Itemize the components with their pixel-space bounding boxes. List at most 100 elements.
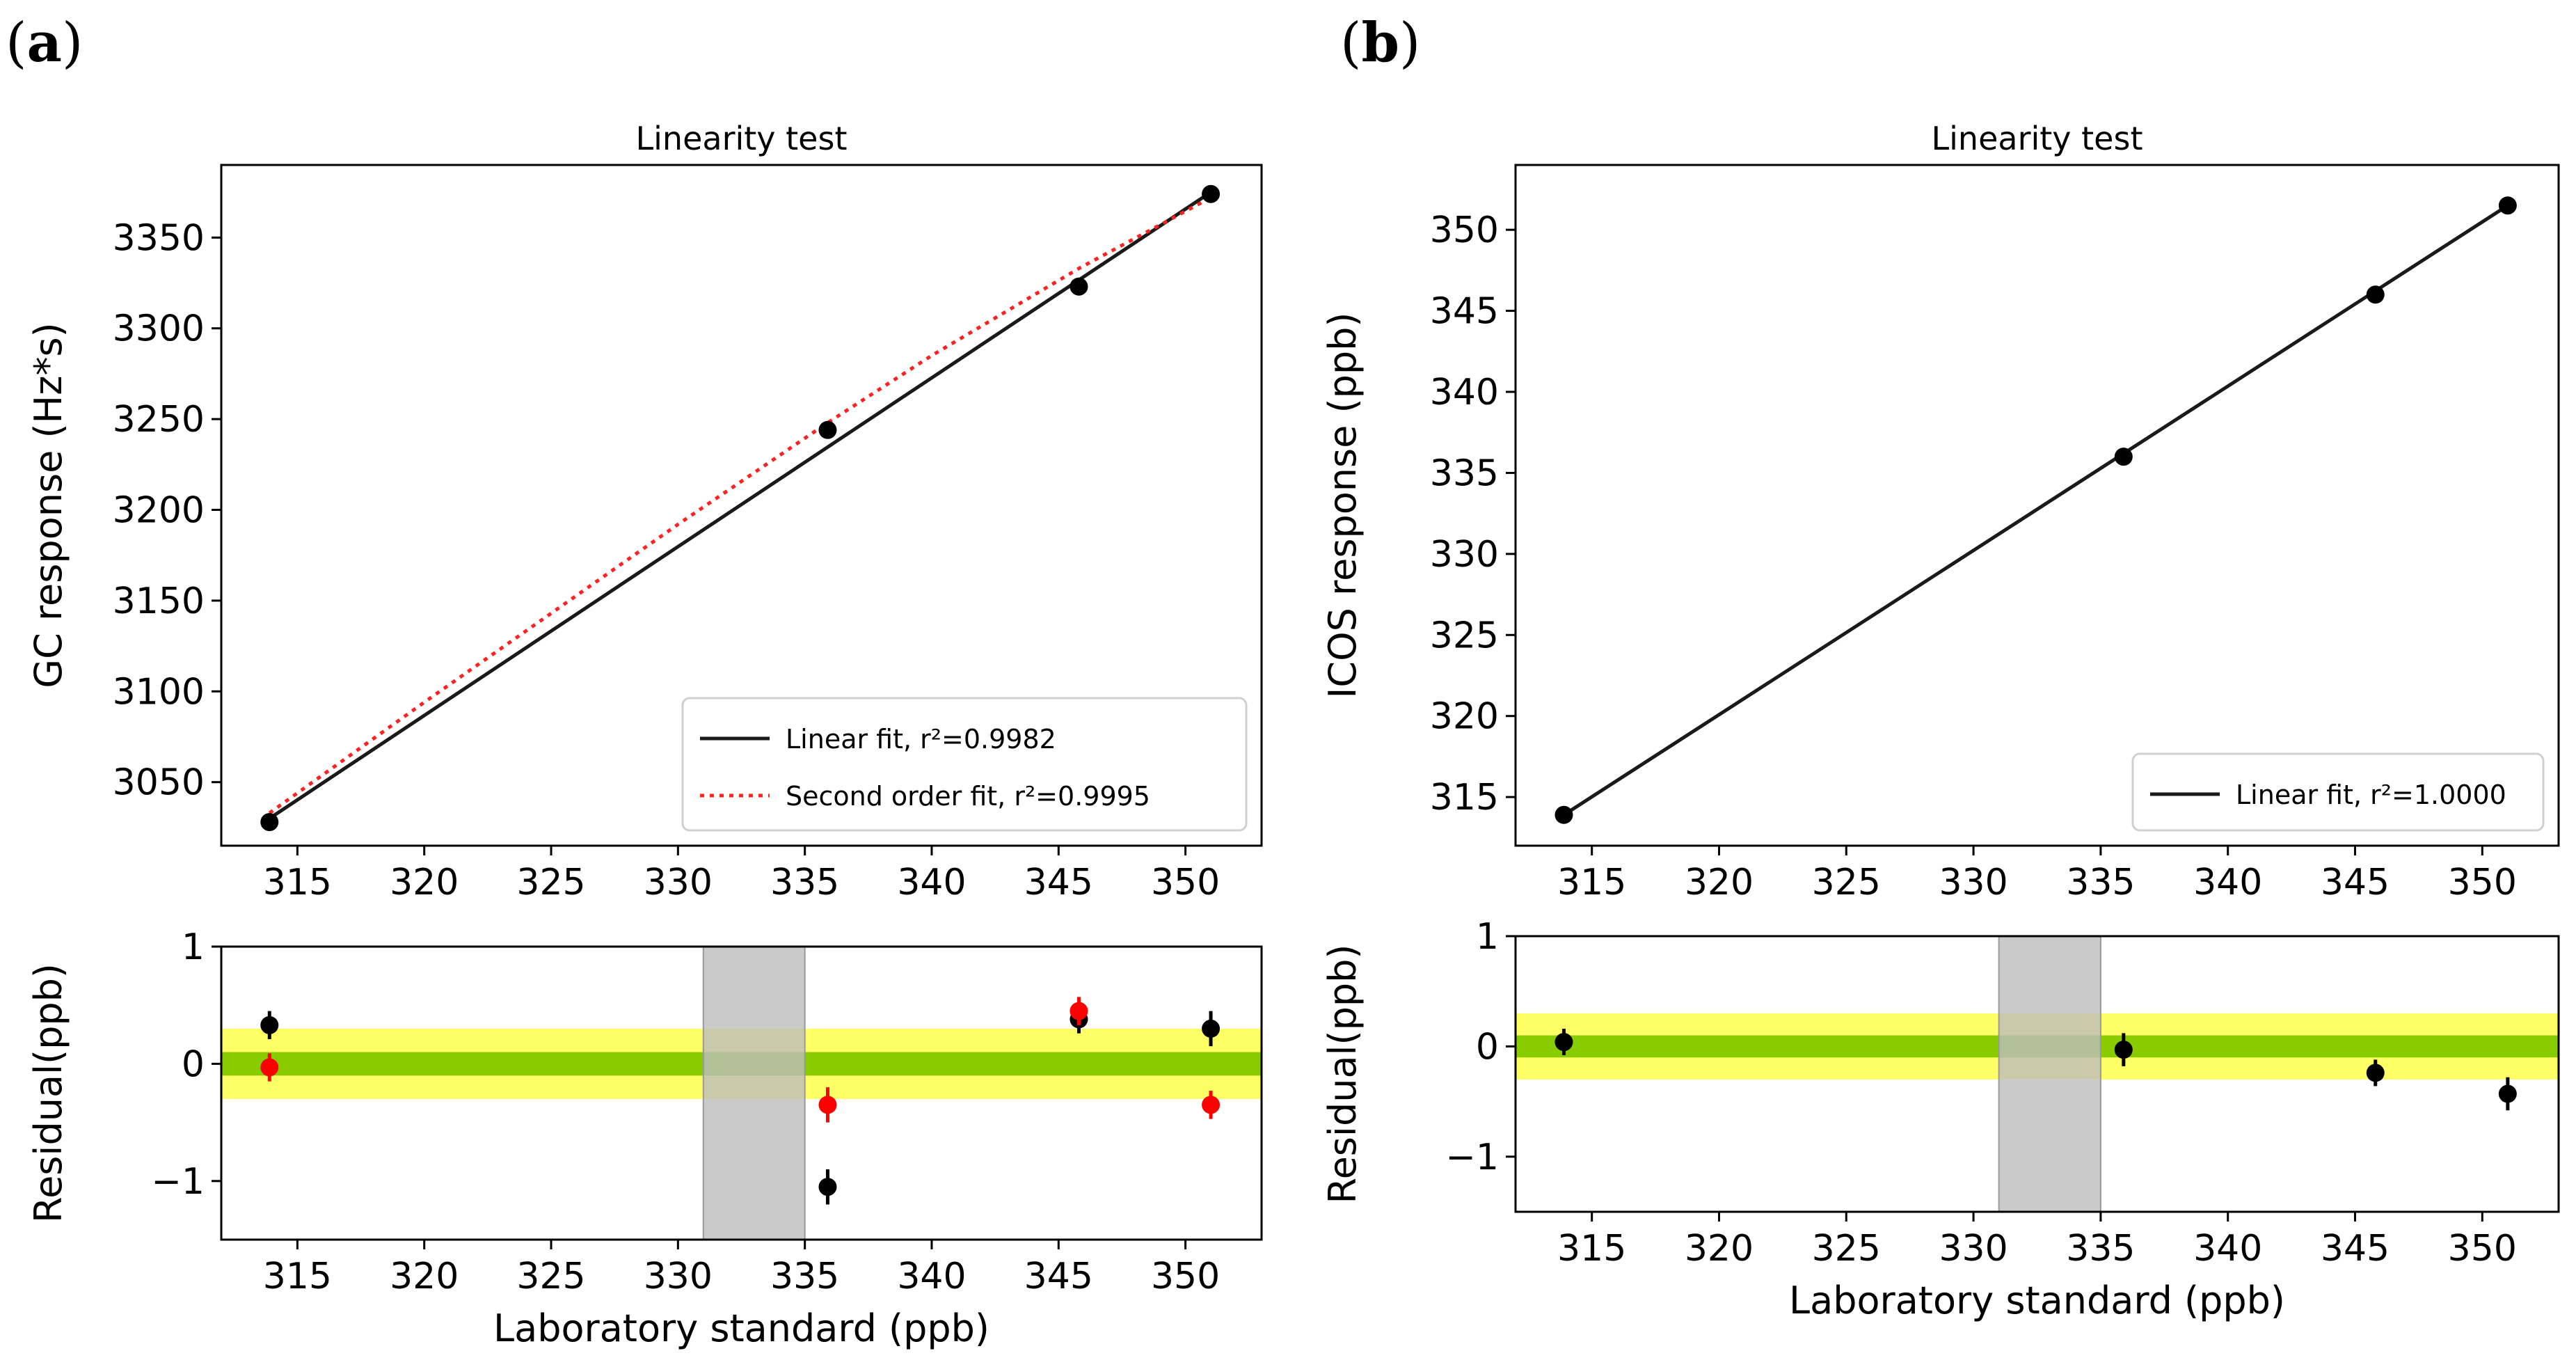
panel-b-main-xtick-label: 340 (2193, 862, 2262, 903)
panel-b-main-xtick-label: 315 (1557, 862, 1626, 903)
panel-a-residual-ytick-label: −1 (151, 1161, 205, 1203)
panel-a-main-xtick-label: 315 (263, 862, 332, 903)
panel-b-label: (b) (1340, 11, 1420, 74)
panel-a-residual-point (1202, 1096, 1221, 1114)
panel-a-residual-ylabel: Residual(ppb) (26, 963, 70, 1223)
panel-a-residual-point (260, 1016, 279, 1034)
panel-a-residual-point (1202, 1019, 1221, 1038)
panel-b-residual-xlabel: Laboratory standard (ppb) (1789, 1279, 2285, 1322)
panel-a-residual-ytick-label: 1 (182, 926, 205, 968)
panel-a-residual-xtick-label: 320 (390, 1256, 459, 1297)
panel-b-residual-ytick-label: 1 (1476, 916, 1499, 958)
panel-b-linearity-plot: 315 320 325 330 335 340 345 350 315 320 325 330 335 3… (1321, 120, 2560, 903)
panel-a-main-ytick-label: 3200 (113, 490, 205, 532)
panel-a-residual-xtick-label: 330 (644, 1256, 713, 1297)
panel-a-main-ytick-label: 3300 (113, 308, 205, 350)
panel-a-fit-line-1 (268, 191, 1212, 820)
panel-b-main-ytick-label: 320 (1430, 696, 1499, 738)
panel-a-residual-xtick-label: 340 (897, 1256, 966, 1297)
panel-a-residual-xtick-label: 345 (1024, 1256, 1093, 1297)
panel-b-main-xtick-label: 330 (1939, 862, 2007, 903)
panel-b-residual-point (2366, 1064, 2385, 1082)
panel-a-legend: Linear fit, r²=0.9982 Second order fit, r… (681, 697, 1248, 832)
panel-a-residual-xtick-label: 350 (1151, 1256, 1220, 1297)
panel-a-main-ylabel: GC response (Hz*s) (26, 322, 70, 688)
panel-a-main-title: Linearity test (636, 120, 848, 157)
panel-b-residual-xtick-label: 330 (1939, 1228, 2007, 1270)
panel-a-legend-label: Second order fit, r²=0.9995 (786, 781, 1150, 812)
panel-a-data-point (1070, 277, 1088, 296)
panel-b-data-point (2498, 196, 2517, 215)
panel-b-legend: Linear fit, r²=1.0000 (2131, 752, 2545, 832)
panel-b-residual-xtick-label: 340 (2193, 1228, 2262, 1270)
panel-b-main-title: Linearity test (1932, 120, 2143, 157)
panel-b-residual-xtick-label: 325 (1812, 1228, 1881, 1270)
panel-a-residual-point (260, 1058, 279, 1077)
panel-a-main-xtick-label: 345 (1024, 862, 1093, 903)
panel-b-residual-ylabel: Residual(ppb) (1321, 944, 1365, 1203)
panel-b-residual-point (2114, 1041, 2133, 1059)
panel-a-main-ytick-label: 3050 (113, 762, 205, 804)
panel-b-residual-xtick-label: 335 (2066, 1228, 2135, 1270)
panel-b-main-ytick-label: 340 (1430, 372, 1499, 413)
panel-b-letter: b (1361, 11, 1399, 74)
panel-b-main-ytick-label: 345 (1430, 291, 1499, 333)
panel-b-excluded-region (1998, 935, 2101, 1212)
panel-a-residual-xtick-label: 325 (516, 1256, 585, 1297)
panel-a-fit-line-2 (268, 196, 1212, 815)
panel-a-main-frame (220, 164, 1263, 847)
panel-b-main-xtick-label: 345 (2321, 862, 2390, 903)
panel-a-label: (a) (6, 11, 83, 74)
panel-a-legend-box (681, 697, 1248, 832)
panel-a-data-point (1202, 184, 1221, 203)
panel-b-main-xtick-label: 325 (1812, 862, 1881, 903)
panel-b-data-point (1555, 805, 1573, 824)
panel-a-residual-frame (220, 945, 1263, 1241)
panel-a-main-xtick-label: 350 (1151, 862, 1220, 903)
panel-a-main-ytick-label: 3250 (113, 399, 205, 441)
panel-b-residual-frame (1514, 935, 2560, 1213)
panel-b-residual-xtick-label: 345 (2321, 1228, 2390, 1270)
panel-a-residual-point (1070, 1002, 1088, 1020)
panel-b-main-ytick-label: 350 (1430, 210, 1499, 251)
panel-a-legend-label: Linear fit, r²=0.9982 (786, 724, 1056, 754)
panel-a-main-xtick-label: 320 (390, 862, 459, 903)
panel-b-data-point (2114, 448, 2133, 466)
panel-a-residual-ytick-label: 0 (182, 1043, 205, 1085)
panel-a-residual-point (818, 1096, 837, 1114)
panel-a-letter: a (26, 11, 62, 74)
panel-a-excluded-region (702, 946, 806, 1240)
panel-b-residual-point (1555, 1033, 1573, 1052)
panel-a-main-ytick-label: 3350 (113, 217, 205, 259)
panel-b-legend-label: Linear fit, r²=1.0000 (2236, 780, 2506, 810)
panel-b-fit-line-1 (1563, 204, 2509, 816)
panel-b-data-point (2366, 285, 2385, 304)
panel-b-residual-xtick-label: 350 (2448, 1228, 2517, 1270)
panel-a-main-xtick-label: 330 (644, 862, 713, 903)
panel-a-main-ytick-label: 3100 (113, 671, 205, 713)
panel-b-residual-ytick-label: 0 (1476, 1026, 1499, 1068)
panel-a-main-ytick-label: 3150 (113, 580, 205, 622)
panel-b-main-frame (1514, 164, 2560, 847)
panel-b-main-ylabel: ICOS response (ppb) (1321, 313, 1365, 699)
panel-b-residual-ytick-label: −1 (1445, 1137, 1499, 1178)
panel-b-residual-plot: 315 320 325 330 335 340 345 350 −1 0 1 Residual(ppb… (1321, 916, 2560, 1322)
panel-b-main-ytick-label: 325 (1430, 615, 1499, 656)
panel-b-residual-xtick-label: 320 (1685, 1228, 1754, 1270)
panel-b-main-ytick-label: 315 (1430, 777, 1499, 819)
panel-a-residual-xtick-label: 315 (263, 1256, 332, 1297)
panel-b-main-xtick-label: 335 (2066, 862, 2135, 903)
panel-a-linearity-plot: 315 320 325 330 335 340 345 350 3050 3100 3150 3200… (26, 120, 1263, 903)
panel-a-residual-xlabel: Laboratory standard (ppb) (493, 1306, 989, 1350)
panel-b-residual-xtick-label: 315 (1557, 1228, 1626, 1270)
panel-a-residual-point (818, 1178, 837, 1196)
panel-a-residual-plot: 315 320 325 330 335 340 345 350 −1 0 1 Residual(ppb… (26, 926, 1263, 1350)
panel-a-main-xtick-label: 325 (516, 862, 585, 903)
panel-b-main-xtick-label: 350 (2448, 862, 2517, 903)
panel-a-residual-xtick-label: 335 (770, 1256, 839, 1297)
panel-b-legend-box (2131, 752, 2545, 832)
panel-a-data-point (260, 813, 279, 832)
panel-b-main-ytick-label: 335 (1430, 452, 1499, 494)
panel-a-data-point (818, 420, 837, 439)
